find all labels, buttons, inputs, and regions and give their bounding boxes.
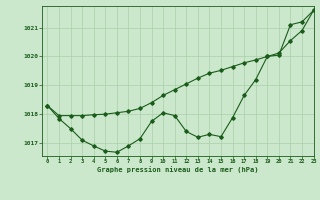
X-axis label: Graphe pression niveau de la mer (hPa): Graphe pression niveau de la mer (hPa) bbox=[97, 166, 258, 173]
